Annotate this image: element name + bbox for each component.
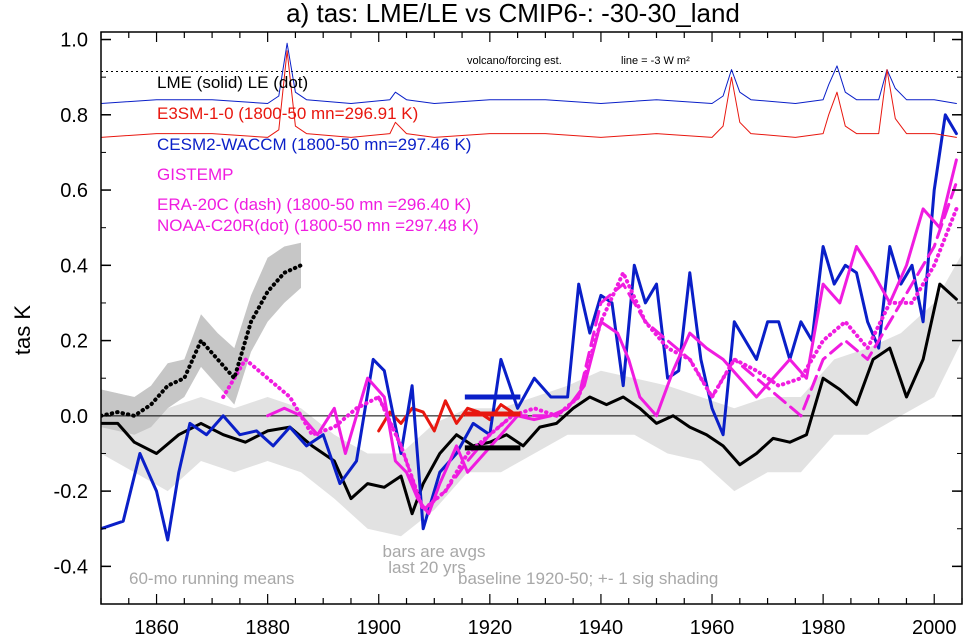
baseline-note: baseline 1920-50; +- 1 sig shading (458, 569, 718, 588)
series-forcing-blue (101, 42, 957, 104)
series-cesm2-waccm (101, 113, 958, 542)
legend-entry-era20c: ERA-20C (dash) (1800-50 mn =296.40 K) (157, 195, 471, 214)
shading-lme-1-sig (101, 254, 962, 537)
series-era-20c (377, 181, 958, 512)
axes: -0.4 -0.2 0.0 0.2 0.4 0.6 0.8 1.0 1860 1880 1900 19… (54, 30, 963, 639)
series-e3sm-1-0 (377, 399, 514, 433)
shading-le-1-sig (101, 242, 301, 435)
volcano-label: volcano/forcing est. (467, 55, 562, 67)
x-tick-label: 1960 (690, 617, 735, 639)
forcing-line-label: line = -3 W m² (621, 55, 690, 67)
plot-area (101, 42, 962, 542)
y-tick-label: -0.2 (54, 481, 88, 503)
x-tick-label: 1860 (134, 617, 179, 639)
running-mean-note: 60-mo running means (129, 569, 294, 588)
y-tick-label: -0.4 (54, 556, 88, 578)
x-tick-label: 1980 (801, 617, 846, 639)
legend: LME (solid) LE (dot) E3SM-1-0 (1800-50 m… (157, 73, 479, 235)
series-lme-solid (101, 282, 958, 516)
legend-entry-gistemp: GISTEMP (157, 165, 234, 184)
series-gistemp (266, 158, 958, 516)
y-tick-label: 0.4 (60, 255, 88, 277)
bars-note-line2: last 20 yrs (388, 558, 465, 577)
legend-entry-e3sm: E3SM-1-0 (1800-50 mn=296.91 K) (157, 104, 418, 123)
plot-frame (100, 31, 963, 605)
y-tick-label: 1.0 (60, 30, 88, 52)
chart-title: a) tas: LME/LE vs CMIP6-: -30-30_land (286, 0, 740, 28)
x-tick-label: 1940 (579, 617, 624, 639)
bars-note-line1: bars are avgs (383, 542, 486, 561)
series-le-dot (101, 263, 303, 418)
y-tick-label: 0.6 (60, 180, 88, 202)
x-tick-label: 1920 (468, 617, 513, 639)
series-noaa-c20r (221, 206, 959, 512)
y-tick-label: 0.0 (60, 406, 88, 428)
y-tick-label: 0.2 (60, 331, 88, 353)
x-tick-label: 1900 (356, 617, 401, 639)
y-axis-label: tas K (10, 305, 35, 355)
legend-entry-cesm2: CESM2-WACCM (1800-50 mn=297.46 K) (157, 135, 471, 154)
series-forcing-red (101, 50, 957, 138)
plot-contents (101, 42, 962, 542)
x-tick-label: 1880 (245, 617, 290, 639)
legend-entry-noaa: NOAA-C20R(dot) (1800-50 mn =297.48 K) (157, 216, 479, 235)
legend-entry-lme-le: LME (solid) LE (dot) (157, 73, 308, 92)
x-tick-label: 2000 (912, 617, 957, 639)
y-tick-label: 0.8 (60, 105, 88, 127)
